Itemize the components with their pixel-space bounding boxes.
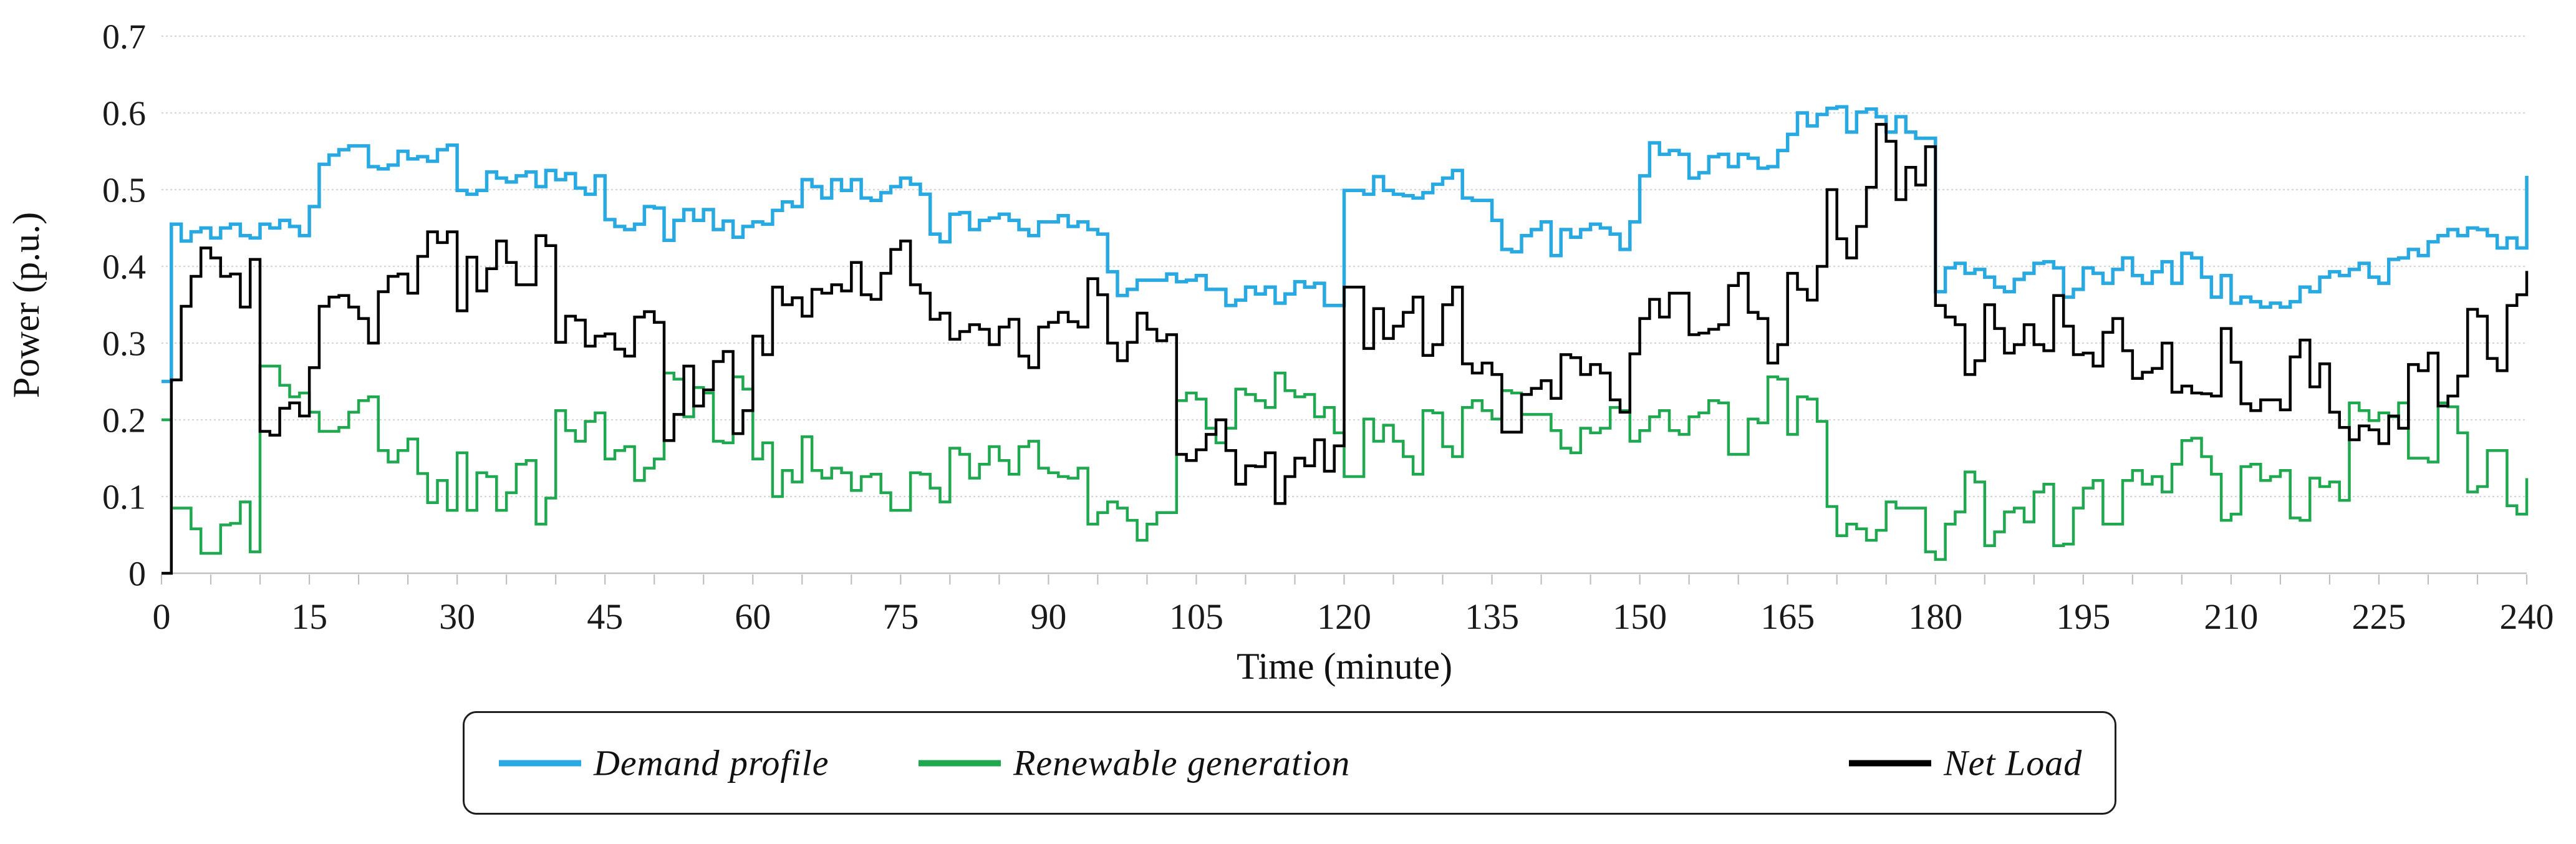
series-demand-profile — [162, 105, 2529, 384]
x-tick-label: 15 — [291, 596, 327, 637]
legend-item-net-load: Net Load — [1849, 742, 2082, 784]
x-tick-label: 195 — [2056, 596, 2110, 637]
x-tick-label: 120 — [1317, 596, 1371, 637]
x-tick-label: 30 — [439, 596, 475, 637]
x-tick-label: 135 — [1465, 596, 1519, 637]
series-net-load — [162, 123, 2529, 575]
legend-label-net-load: Net Load — [1944, 742, 2083, 783]
legend-label-renewable-generation: Renewable generation — [1013, 742, 1351, 783]
x-tick-label: 165 — [1760, 596, 1815, 637]
y-tick-label: 0.3 — [102, 325, 146, 364]
legend-swatch-demand-profile — [499, 760, 581, 766]
legend-item-renewable-generation: Renewable generation — [919, 742, 1350, 784]
legend-label-demand-profile: Demand profile — [594, 742, 829, 783]
x-axis-title: Time (minute) — [1237, 646, 1452, 687]
tick-labels: 0 0.1 0.2 0.3 0.4 0.5 0.6 0.7 0 15 30 45 60 75 90 105 12… — [102, 18, 2554, 637]
x-tick-label: 150 — [1613, 596, 1667, 637]
y-tick-label: 0.4 — [102, 248, 146, 287]
y-axis-title: Power (p.u.) — [6, 212, 47, 398]
series-paths — [162, 105, 2529, 575]
x-tick-label: 75 — [882, 596, 919, 637]
legend: Demand profile Renewable generation Net … — [463, 711, 2116, 815]
y-tick-label: 0.5 — [102, 172, 146, 210]
x-tick-label: 180 — [1908, 596, 1962, 637]
y-tick-label: 0 — [128, 555, 146, 594]
y-tick-label: 0.1 — [102, 478, 146, 517]
legend-swatch-renewable-generation — [919, 760, 1001, 766]
series-renewable-generation — [162, 364, 2529, 561]
x-tick-label: 240 — [2500, 596, 2554, 637]
x-tick-label: 0 — [153, 596, 171, 637]
axes — [160, 572, 2528, 584]
x-tick-label: 45 — [587, 596, 623, 637]
x-tick-label: 225 — [2352, 596, 2406, 637]
y-tick-label: 0.2 — [102, 402, 146, 440]
y-tick-label: 0.6 — [102, 95, 146, 133]
x-tick-label: 60 — [735, 596, 771, 637]
y-tick-label: 0.7 — [102, 18, 146, 57]
legend-swatch-net-load — [1849, 760, 1931, 766]
x-tick-label: 105 — [1169, 596, 1223, 637]
legend-item-demand-profile: Demand profile — [499, 742, 829, 784]
x-tick-label: 90 — [1030, 596, 1066, 637]
x-tick-label: 210 — [2204, 596, 2258, 637]
